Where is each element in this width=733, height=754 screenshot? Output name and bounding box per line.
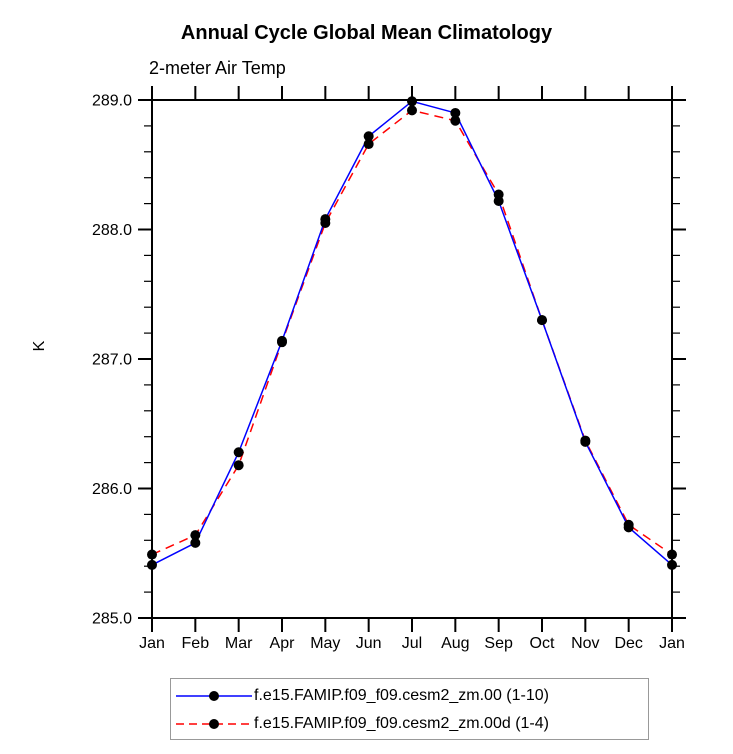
data-point-marker <box>407 96 417 107</box>
x-tick-label: Aug <box>441 635 469 652</box>
x-axis-ticks <box>151 86 673 632</box>
data-point-marker <box>537 315 547 326</box>
data-point-marker <box>233 460 244 471</box>
y-tick-label: 288.0 <box>92 222 132 239</box>
series-line-0 <box>151 100 673 566</box>
data-point-marker <box>147 549 157 560</box>
data-point-marker <box>190 530 201 541</box>
data-point-marker <box>407 105 417 116</box>
chart-title: Annual Cycle Global Mean Climatology <box>180 22 553 44</box>
legend-line-sample-blue-solid <box>176 691 252 701</box>
x-tick-label: Jan <box>659 635 685 652</box>
legend-label-series0: f.e15.FAMIP.f09_f09.cesm2_zm.00 (1-10) <box>254 687 549 704</box>
y-axis-labels: 285.0 286.0 287.0 288.0 289.0 <box>92 93 132 628</box>
data-point-marker <box>147 559 157 570</box>
legend-marker-dot <box>209 691 219 701</box>
series-line-1 <box>151 109 673 556</box>
legend: f.e15.FAMIP.f09_f09.cesm2_zm.00 (1-10) f… <box>170 678 649 740</box>
data-point-marker <box>450 107 461 118</box>
series-markers-0 <box>147 96 677 570</box>
x-tick-label: Jan <box>139 635 165 652</box>
axis-frame <box>151 99 673 619</box>
legend-item-series0: f.e15.FAMIP.f09_f09.cesm2_zm.00 (1-10) <box>176 682 648 710</box>
x-tick-label: Sep <box>484 635 513 652</box>
data-point-marker <box>580 436 591 447</box>
x-tick-label: Dec <box>614 635 642 652</box>
x-tick-label: Apr <box>270 635 296 652</box>
data-point-marker <box>450 115 461 126</box>
data-point-marker <box>667 559 677 570</box>
data-point-marker <box>277 335 287 346</box>
data-point-marker <box>667 549 677 560</box>
y-tick-label: 287.0 <box>92 352 132 369</box>
legend-marker-dot <box>209 719 219 729</box>
data-point-marker <box>190 537 201 548</box>
x-tick-label: May <box>310 635 340 652</box>
x-axis-labels: Jan Feb Mar Apr May Jun Jul Aug Sep Oct Nov Dec Jan <box>139 635 685 652</box>
series-markers-1 <box>147 105 677 560</box>
x-tick-label: Jun <box>356 635 382 652</box>
y-axis-ticks <box>138 99 686 619</box>
data-point-marker <box>320 214 331 225</box>
data-point-marker <box>623 522 634 533</box>
x-tick-label: Mar <box>225 635 253 652</box>
x-tick-label: Oct <box>530 635 555 652</box>
data-point-marker <box>363 131 374 142</box>
data-point-marker <box>233 447 244 458</box>
chart-subtitle: 2-meter Air Temp <box>149 58 286 78</box>
legend-label-series1: f.e15.FAMIP.f09_f09.cesm2_zm.00d (1-4) <box>254 715 549 732</box>
legend-line-sample-red-dashed <box>176 719 252 729</box>
y-axis-label: K <box>31 340 48 352</box>
y-tick-label: 289.0 <box>92 93 132 110</box>
x-tick-label: Nov <box>571 635 599 652</box>
data-point-marker <box>493 196 504 207</box>
x-tick-label: Jul <box>402 635 422 652</box>
legend-item-series1: f.e15.FAMIP.f09_f09.cesm2_zm.00d (1-4) <box>176 710 648 738</box>
data-point-marker <box>363 139 374 150</box>
x-tick-label: Feb <box>182 635 210 652</box>
y-tick-label: 286.0 <box>92 481 132 498</box>
y-tick-label: 285.0 <box>92 611 132 628</box>
